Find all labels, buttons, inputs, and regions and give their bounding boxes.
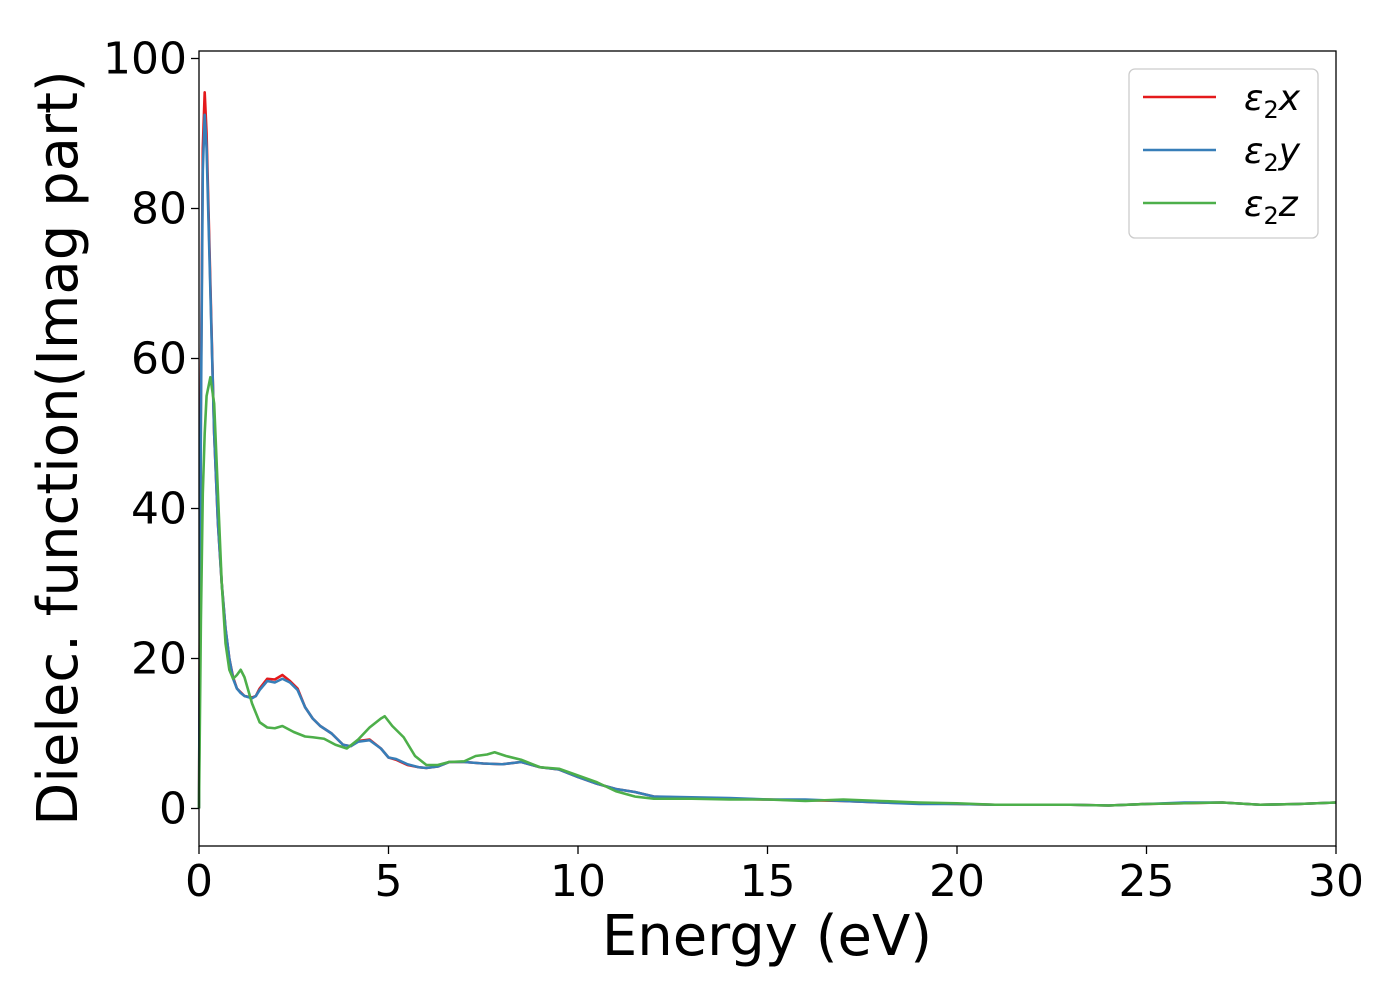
series-line-y [197,113,1337,809]
series-layer [197,90,1337,809]
legend-label-z: ε2z [1244,184,1299,230]
y-tick-label: 60 [131,334,187,385]
y-tick-label: 0 [159,784,187,835]
y-tick-label: 100 [103,34,187,85]
x-tick-label: 30 [1308,856,1364,907]
ticks-layer: 0 5 10 15 20 25 30 0 20 40 60 80 100 [103,34,1364,908]
y-tick-label: 40 [131,484,187,535]
x-axis-label: Energy (eV) [602,904,932,969]
y-axis-label: Dielec. function(Imag part) [26,70,91,826]
legend: ε2x ε2y ε2z [1128,68,1319,239]
legend-label-x: ε2x [1244,78,1301,124]
x-tick-label: 0 [185,856,213,907]
legend-label-y: ε2y [1244,131,1301,177]
x-tick-label: 15 [740,856,796,907]
y-tick-label: 80 [131,184,187,235]
x-tick-label: 20 [929,856,985,907]
x-tick-label: 10 [550,856,606,907]
x-tick-label: 5 [375,856,403,907]
x-tick-label: 25 [1119,856,1175,907]
y-tick-label: 20 [131,634,187,685]
series-line-z [197,375,1337,809]
legend-box [1128,68,1319,239]
